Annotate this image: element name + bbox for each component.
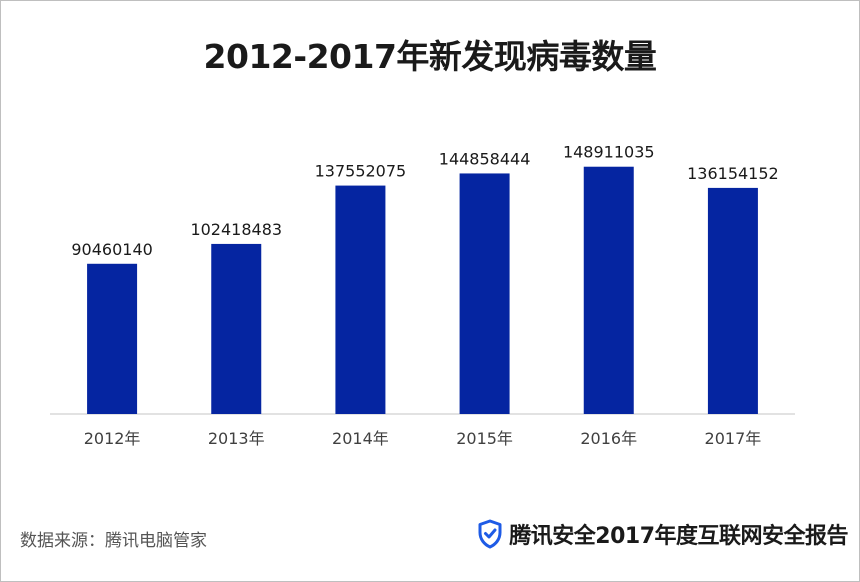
data-source-note: 数据来源：腾讯电脑管家: [20, 531, 207, 551]
brand-footer: 腾讯安全2017年度互联网安全报告: [477, 518, 848, 550]
bar-2: [335, 185, 386, 414]
x-tick-label-4: 2016年: [580, 429, 637, 448]
bar-0: [87, 263, 138, 414]
brand-text: 腾讯安全2017年度互联网安全报告: [509, 524, 848, 549]
bars-group: 90460140 2012年 102418483 2013年 137552075 2014…: [71, 143, 778, 448]
data-label-4: 148911035: [563, 143, 655, 162]
shield-check-icon: [478, 519, 502, 549]
x-tick-label-1: 2013年: [208, 429, 265, 448]
bar-1: [211, 243, 262, 414]
data-label-2: 137552075: [315, 162, 407, 181]
data-label-3: 144858444: [439, 149, 531, 168]
x-tick-label-0: 2012年: [84, 429, 141, 448]
bar-4: [583, 166, 634, 414]
bar-5: [707, 187, 758, 414]
data-label-0: 90460140: [71, 240, 152, 259]
chart-title: 2012-2017年新发现病毒数量: [203, 37, 657, 76]
bar-3: [459, 173, 510, 414]
data-label-1: 102418483: [190, 220, 282, 239]
x-tick-label-2: 2014年: [332, 429, 389, 448]
data-label-5: 136154152: [687, 164, 779, 183]
x-tick-label-5: 2017年: [705, 429, 762, 448]
x-tick-label-3: 2015年: [456, 429, 513, 448]
